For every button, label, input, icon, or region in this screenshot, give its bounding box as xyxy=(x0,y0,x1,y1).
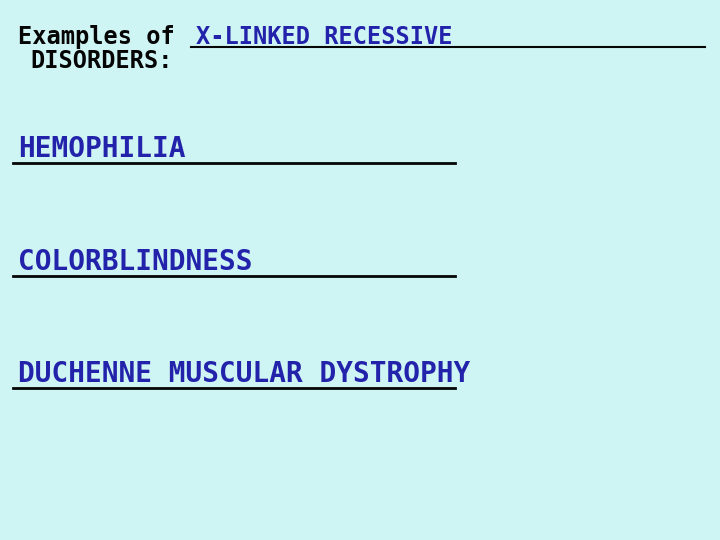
Text: COLORBLINDNESS: COLORBLINDNESS xyxy=(18,248,253,276)
Text: Examples of: Examples of xyxy=(18,25,189,49)
Text: DUCHENNE MUSCULAR DYSTROPHY: DUCHENNE MUSCULAR DYSTROPHY xyxy=(18,360,470,388)
Text: DISORDERS:: DISORDERS: xyxy=(30,49,173,73)
Text: HEMOPHILIA: HEMOPHILIA xyxy=(18,135,186,163)
Text: X-LINKED RECESSIVE: X-LINKED RECESSIVE xyxy=(196,25,452,49)
